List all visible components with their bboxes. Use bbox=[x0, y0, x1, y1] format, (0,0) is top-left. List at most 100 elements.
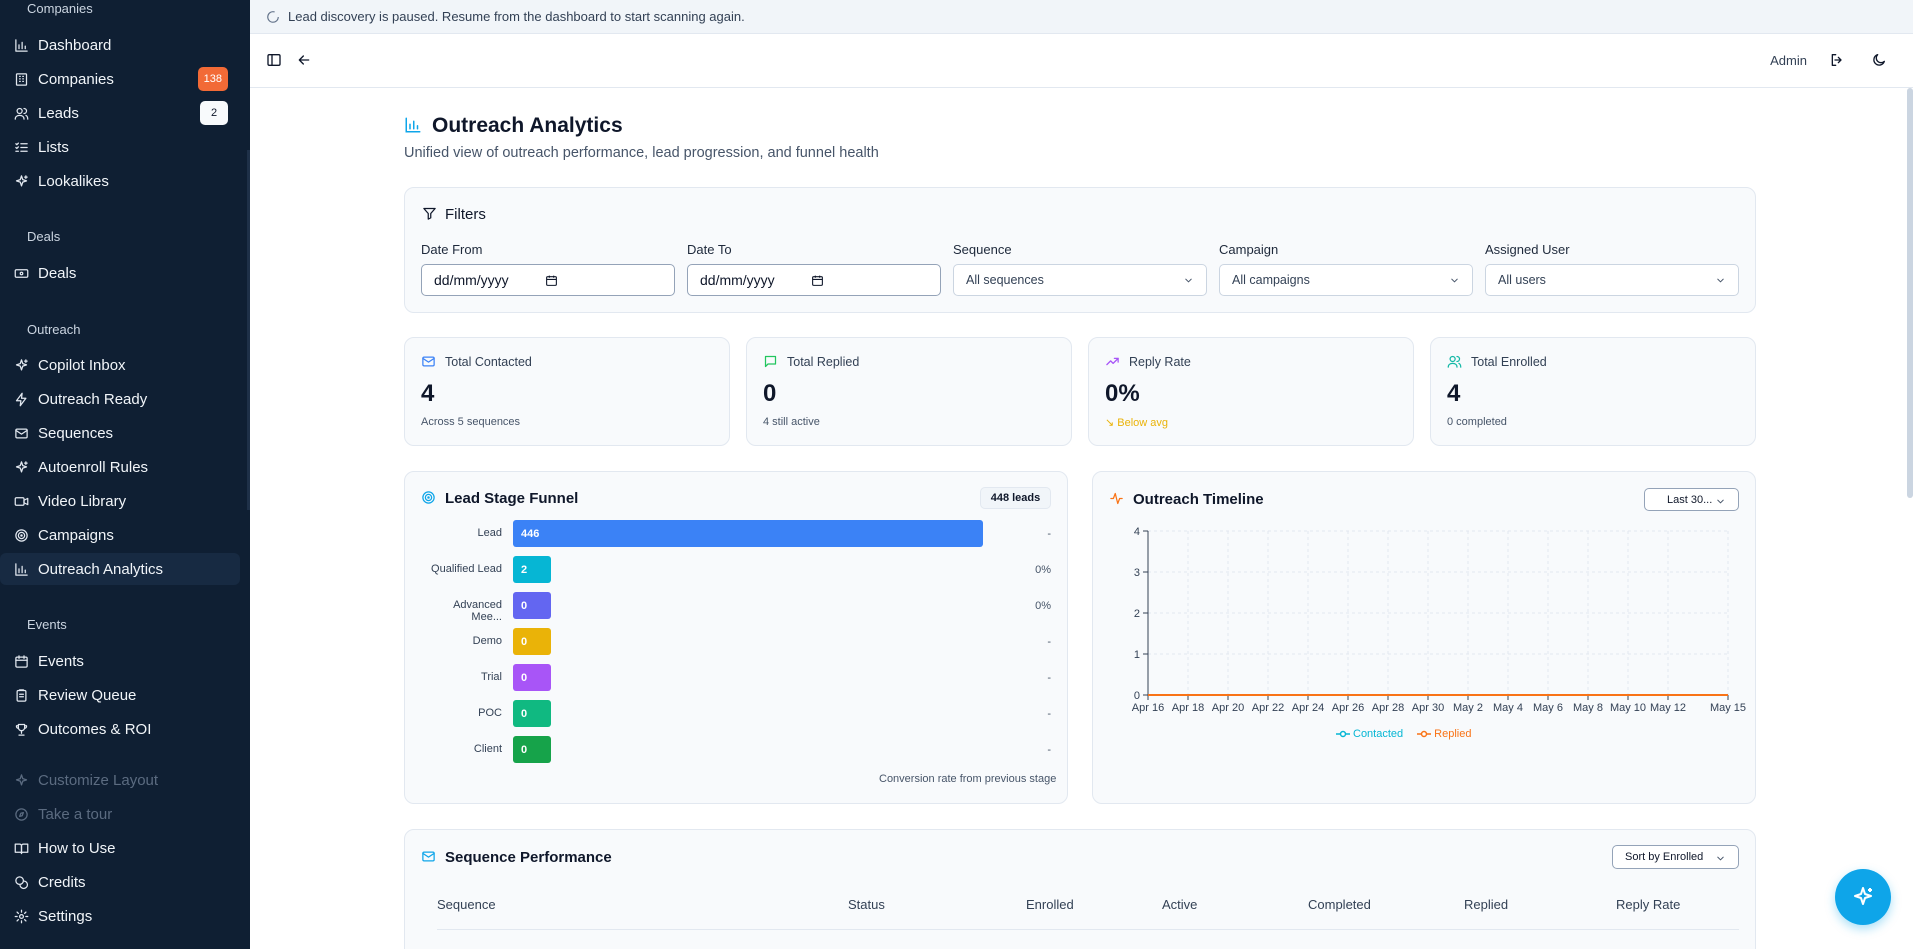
sidebar-scrollbar[interactable] bbox=[247, 150, 250, 510]
funnel-stage-label: POC bbox=[478, 707, 502, 719]
y-tick-label: 3 bbox=[1134, 567, 1140, 579]
column-header-active[interactable]: Active bbox=[1162, 897, 1198, 912]
sidebar-item-sequences[interactable]: Sequences bbox=[0, 417, 240, 449]
legend-contacted[interactable]: Contacted bbox=[1336, 728, 1403, 740]
column-header-sequence[interactable]: Sequence bbox=[437, 897, 496, 912]
column-header-reply-rate[interactable]: Reply Rate bbox=[1616, 897, 1681, 912]
chevron-down-icon bbox=[1715, 275, 1726, 289]
funnel-bar[interactable]: 0 bbox=[513, 592, 551, 619]
funnel-conversion-rate: - bbox=[1047, 708, 1051, 720]
x-tick-label: May 15 bbox=[1710, 702, 1746, 714]
funnel-bar[interactable]: 0 bbox=[513, 736, 551, 763]
sidebar-item-outcomes-roi[interactable]: Outcomes & ROI bbox=[0, 713, 240, 745]
sequence-label: Sequence bbox=[953, 242, 1012, 257]
sidebar-item-autoenroll-rules[interactable]: Autoenroll Rules bbox=[0, 451, 240, 483]
funnel-bar[interactable]: 2 bbox=[513, 556, 551, 583]
sparkles-icon bbox=[13, 357, 29, 373]
filter-icon bbox=[422, 206, 437, 226]
sidebar-item-customize-layout[interactable]: Customize Layout bbox=[0, 764, 240, 796]
assigned-user-select[interactable]: All users bbox=[1485, 264, 1739, 296]
calendar-icon[interactable] bbox=[811, 274, 824, 290]
x-tick-label: Apr 18 bbox=[1172, 702, 1204, 714]
users-icon bbox=[1447, 354, 1462, 374]
stat-value: 0 bbox=[763, 380, 777, 407]
timeline-range-select[interactable]: Last 30... bbox=[1644, 488, 1739, 511]
assigned-user-label: Assigned User bbox=[1485, 242, 1570, 257]
sidebar-item-review-queue[interactable]: Review Queue bbox=[0, 679, 240, 711]
x-tick-label: May 12 bbox=[1650, 702, 1686, 714]
sequence-performance-card bbox=[404, 829, 1756, 949]
sidebar-item-campaigns[interactable]: Campaigns bbox=[0, 519, 240, 551]
y-tick-label: 4 bbox=[1134, 526, 1140, 538]
loader-icon bbox=[267, 10, 279, 23]
funnel-bar[interactable]: 0 bbox=[513, 700, 551, 727]
sparkles-icon bbox=[13, 772, 29, 788]
calendar-icon bbox=[13, 653, 29, 669]
sidebar-item-label: Take a tour bbox=[38, 805, 113, 823]
coins-icon bbox=[13, 874, 29, 890]
funnel-bar[interactable]: 0 bbox=[513, 628, 551, 655]
column-header-replied[interactable]: Replied bbox=[1464, 897, 1509, 912]
sidebar-item-lookalikes[interactable]: Lookalikes bbox=[0, 165, 240, 197]
legend-label: Replied bbox=[1434, 728, 1472, 740]
compass-icon bbox=[13, 806, 29, 822]
stat-value: 4 bbox=[1447, 380, 1461, 407]
stat-label: Total Contacted bbox=[445, 355, 532, 369]
x-tick-label: May 8 bbox=[1573, 702, 1603, 714]
ai-assistant-button[interactable] bbox=[1835, 869, 1891, 925]
funnel-bar[interactable]: 0 bbox=[513, 664, 551, 691]
sidebar-item-deals[interactable]: Deals bbox=[0, 257, 240, 289]
sidebar-item-credits[interactable]: Credits bbox=[0, 866, 240, 898]
date-to-label: Date To bbox=[687, 242, 732, 257]
date-from-input[interactable]: dd/mm/yyyy bbox=[421, 264, 675, 296]
page-subtitle: Unified view of outreach performance, le… bbox=[404, 145, 879, 161]
funnel-stage-label: Qualified Lead bbox=[431, 563, 502, 575]
column-header-enrolled[interactable]: Enrolled bbox=[1026, 897, 1074, 912]
stat-card-total-enrolled bbox=[1430, 337, 1756, 446]
sequence-select[interactable]: All sequences bbox=[953, 264, 1207, 296]
stat-subtext: 0 completed bbox=[1447, 416, 1507, 428]
sidebar-item-events[interactable]: Events bbox=[0, 645, 240, 677]
target-icon bbox=[13, 527, 29, 543]
sidebar-item-video-library[interactable]: Video Library bbox=[0, 485, 240, 517]
timeline-title: Outreach Timeline bbox=[1133, 491, 1264, 508]
sidebar-item-copilot-inbox[interactable]: Copilot Inbox bbox=[0, 349, 240, 381]
moon-icon[interactable] bbox=[1871, 52, 1889, 70]
x-tick-label: Apr 22 bbox=[1252, 702, 1284, 714]
sort-select[interactable]: Sort by Enrolled bbox=[1612, 845, 1739, 869]
date-to-input[interactable]: dd/mm/yyyy bbox=[687, 264, 941, 296]
campaign-select[interactable]: All campaigns bbox=[1219, 264, 1473, 296]
back-arrow-icon[interactable] bbox=[296, 52, 314, 70]
sidebar-item-label: Lists bbox=[38, 138, 69, 156]
sidebar-item-lists[interactable]: Lists bbox=[0, 131, 240, 163]
logout-icon[interactable] bbox=[1829, 52, 1847, 70]
sidebar-item-label: Campaigns bbox=[38, 526, 114, 544]
sidebar-item-settings[interactable]: Settings bbox=[0, 900, 240, 932]
sidebar-item-take-a-tour[interactable]: Take a tour bbox=[0, 798, 240, 830]
user-name[interactable]: Admin bbox=[1770, 53, 1807, 68]
column-header-completed[interactable]: Completed bbox=[1308, 897, 1371, 912]
funnel-bar[interactable]: 446 bbox=[513, 520, 983, 547]
funnel-note: Conversion rate from previous stage bbox=[879, 773, 1057, 785]
sidebar-item-companies[interactable]: Companies 138 bbox=[0, 63, 240, 95]
bar-chart-icon bbox=[404, 116, 422, 139]
y-tick-label: 2 bbox=[1134, 608, 1140, 620]
calendar-icon[interactable] bbox=[545, 274, 558, 290]
sidebar-item-outreach-analytics[interactable]: Outreach Analytics bbox=[0, 553, 240, 585]
sidebar-item-dashboard[interactable]: Dashboard bbox=[0, 29, 240, 61]
sidebar-item-outreach-ready[interactable]: Outreach Ready bbox=[0, 383, 240, 415]
main-scrollbar[interactable] bbox=[1907, 88, 1913, 498]
x-tick-label: Apr 16 bbox=[1132, 702, 1164, 714]
status-banner: Lead discovery is paused. Resume from th… bbox=[250, 0, 1913, 34]
sidebar-item-leads[interactable]: Leads 2 bbox=[0, 97, 240, 129]
legend-line-dot-icon bbox=[1417, 730, 1432, 738]
sidebar-toggle-icon[interactable] bbox=[266, 52, 284, 70]
funnel-title: Lead Stage Funnel bbox=[445, 490, 579, 507]
timeline-legend: Contacted Replied bbox=[1336, 728, 1471, 740]
column-header-status[interactable]: Status bbox=[848, 897, 885, 912]
funnel-conversion-rate: - bbox=[1047, 672, 1051, 684]
funnel-stage-label: Demo bbox=[472, 635, 502, 647]
sidebar-section-companies: Companies bbox=[27, 1, 93, 16]
legend-replied[interactable]: Replied bbox=[1417, 728, 1471, 740]
sidebar-item-how-to-use[interactable]: How to Use bbox=[0, 832, 240, 864]
